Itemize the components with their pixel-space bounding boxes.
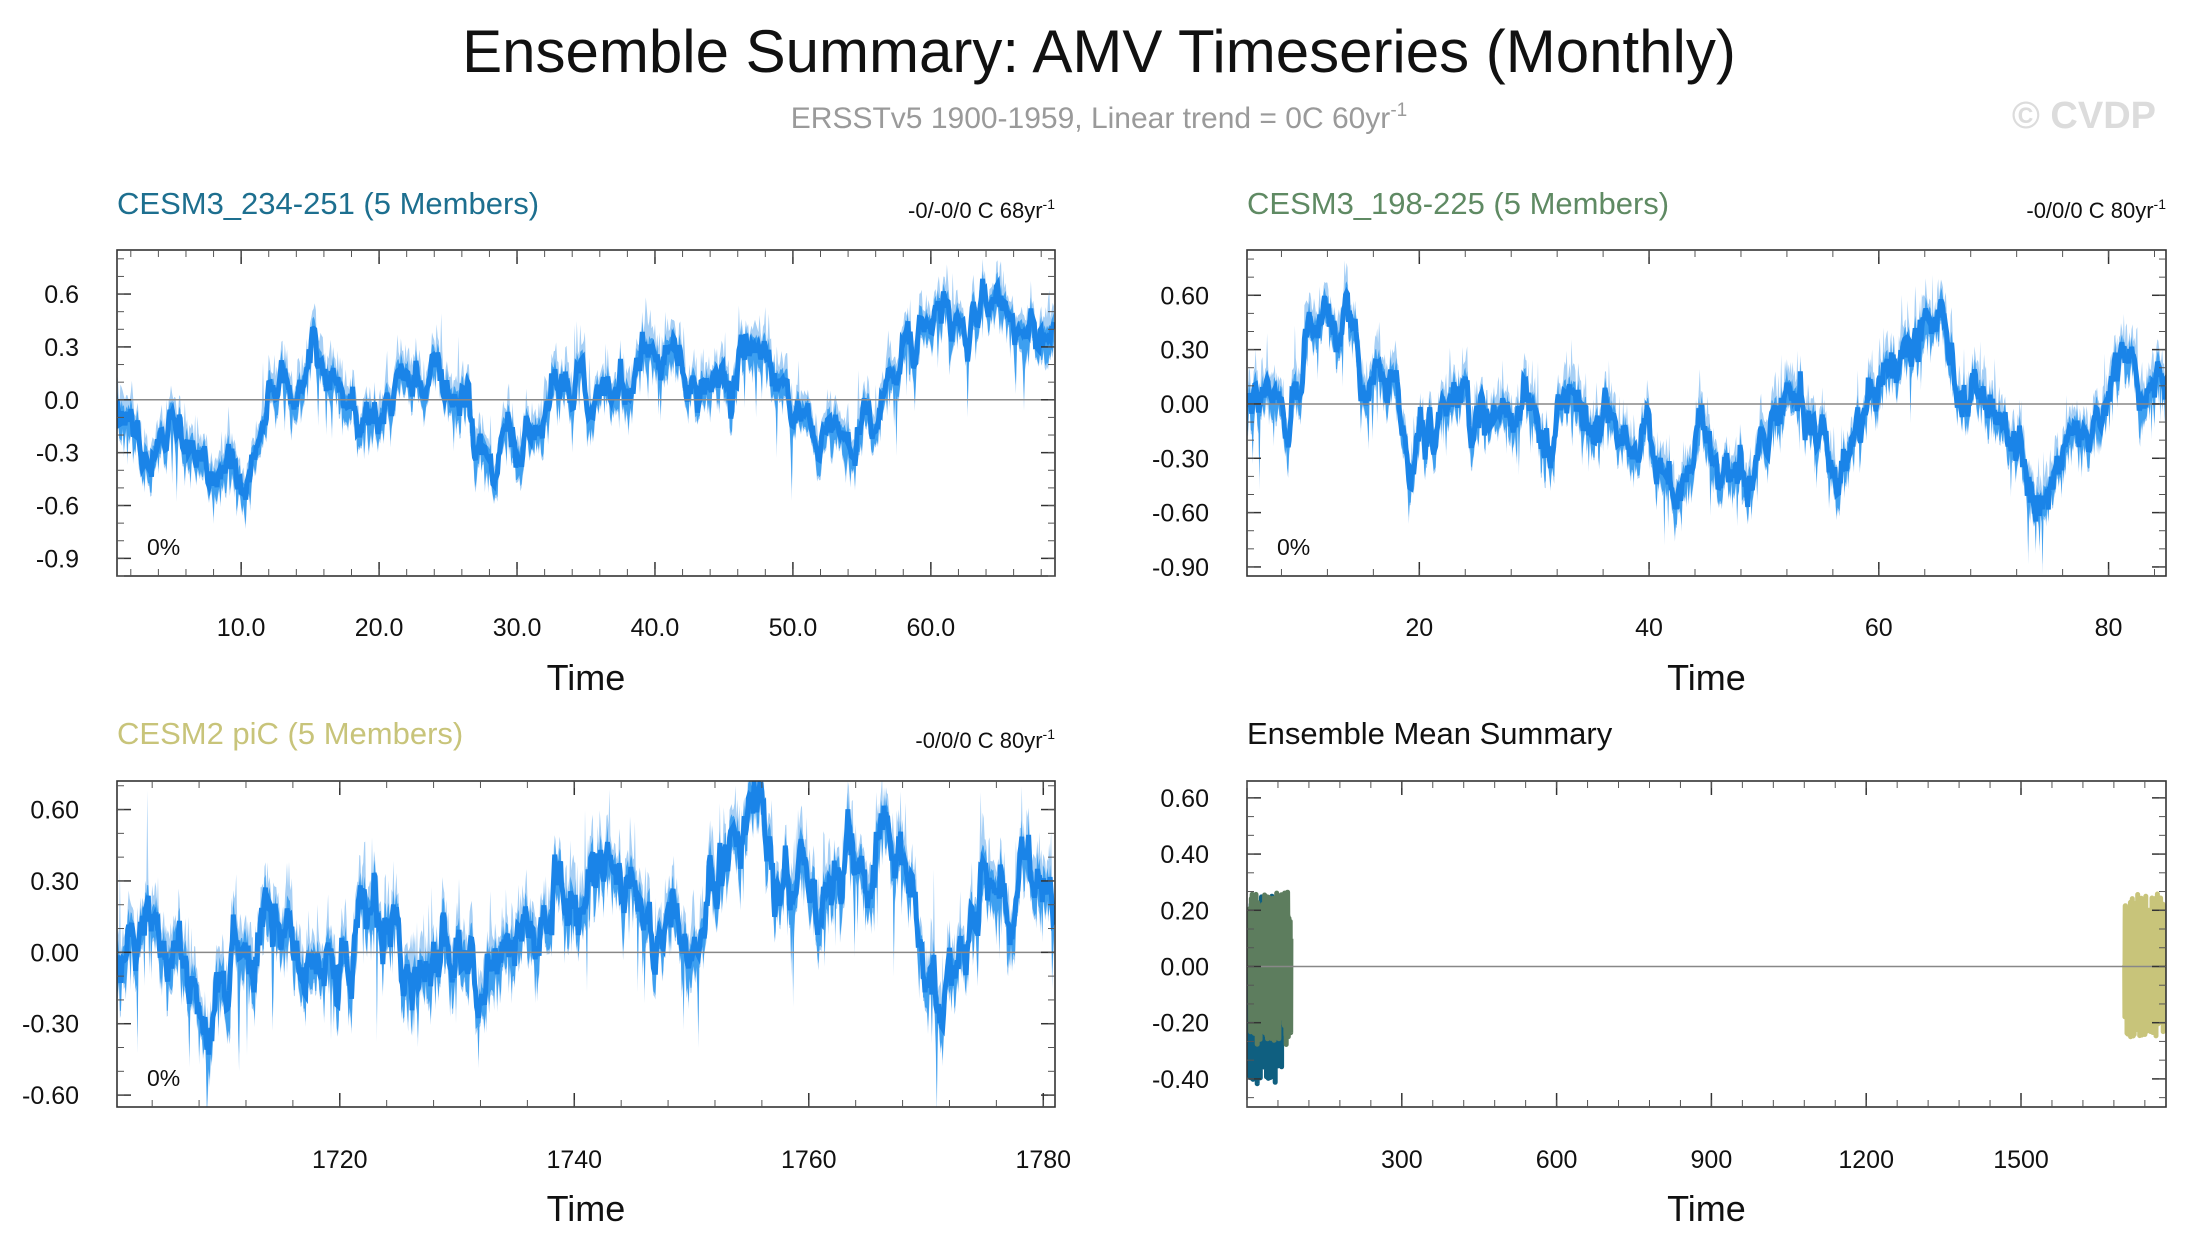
ytick-label: 0.40 (1160, 841, 1209, 869)
ytick-label: 0.0 (44, 387, 79, 415)
xtick-label: 60 (1865, 614, 1893, 642)
xtick-label: 40.0 (631, 614, 680, 642)
ytick-label: 0.00 (1160, 953, 1209, 981)
panel-p1: CESM3_234-251 (5 Members) -0/-0/0 C 68yr-… (36, 186, 1056, 698)
ytick-label: 0.6 (44, 281, 79, 309)
xtick-label: 10.0 (217, 614, 266, 642)
plot-area (1247, 889, 2166, 1087)
series-ensemble-max (1247, 260, 2165, 575)
xtick-label: 1740 (546, 1146, 602, 1174)
ytick-label: 0.30 (30, 868, 79, 896)
trend-label: -0/0/0 C 80yr-1 (2026, 196, 2166, 223)
summary-series-CESM2-piC (2122, 891, 2166, 1040)
xtick-label: 1200 (1838, 1146, 1894, 1174)
trend-label: -0/-0/0 C 68yr-1 (908, 196, 1055, 223)
xtick-label: 1760 (781, 1146, 837, 1174)
x-axis-label: Time (1667, 657, 1746, 698)
ytick-label: 0.30 (1160, 337, 1209, 365)
ytick-label: -0.20 (1152, 1010, 1209, 1038)
series-ensemble-mean (117, 781, 1055, 1055)
figure-subtitle: ERSSTv5 1900-1959, Linear trend = 0C 60y… (791, 100, 1407, 135)
figure-title: Ensemble Summary: AMV Timeseries (Monthl… (462, 18, 1736, 85)
ytick-label: -0.40 (1152, 1066, 1209, 1094)
watermark: © CVDP (2012, 95, 2156, 137)
xtick-label: 40 (1635, 614, 1663, 642)
plot-frame (1246, 780, 2167, 1108)
ytick-label: 0.00 (30, 939, 79, 967)
percent-annotation: 0% (147, 534, 180, 560)
ytick-label: -0.30 (1152, 445, 1209, 473)
panel-title: Ensemble Mean Summary (1247, 716, 1613, 751)
ytick-label: -0.60 (1152, 500, 1209, 528)
xtick-label: 60.0 (907, 614, 956, 642)
ytick-label: -0.30 (22, 1011, 79, 1039)
xtick-label: 300 (1381, 1146, 1423, 1174)
panel-p3: CESM2 piC (5 Members) -0/0/0 C 80yr-1 0.60… (22, 716, 1071, 1229)
trend-label: -0/0/0 C 80yr-1 (915, 726, 1055, 753)
xtick-label: 900 (1691, 1146, 1733, 1174)
xtick-label: 1720 (312, 1146, 368, 1174)
panel-p4: Ensemble Mean Summary 0.60 0.40 0.20 0.00 -0.… (1152, 716, 2167, 1229)
series-ensemble-max (117, 781, 1054, 1107)
xtick-label: 1500 (1993, 1146, 2049, 1174)
x-axis-label: Time (547, 657, 626, 698)
ytick-label: 0.00 (1160, 391, 1209, 419)
plot-area (117, 781, 1055, 1107)
ytick-label: 0.20 (1160, 897, 1209, 925)
xtick-label: 1780 (1015, 1146, 1071, 1174)
xtick-label: 20 (1405, 614, 1433, 642)
x-axis-label: Time (547, 1188, 626, 1229)
ytick-label: -0.9 (36, 545, 79, 573)
panel-title: CESM2 piC (5 Members) (117, 716, 463, 751)
percent-annotation: 0% (1277, 534, 1310, 560)
x-axis-label: Time (1667, 1188, 1746, 1229)
ytick-label: -0.3 (36, 440, 79, 468)
ytick-label: 0.60 (1160, 282, 1209, 310)
panel-grid: CESM3_234-251 (5 Members) -0/-0/0 C 68yr-… (22, 186, 2167, 1229)
ytick-label: -0.90 (1152, 554, 1209, 582)
xtick-label: 600 (1536, 1146, 1578, 1174)
series-ensemble-mean (1247, 286, 2166, 522)
plot-frame (1246, 249, 2167, 577)
series-ensemble-mean (117, 275, 1055, 501)
xtick-label: 50.0 (769, 614, 818, 642)
ytick-label: 0.3 (44, 334, 79, 362)
percent-annotation: 0% (147, 1065, 180, 1091)
plot-frame (116, 249, 1056, 577)
xtick-label: 20.0 (355, 614, 404, 642)
ytick-label: -0.6 (36, 493, 79, 521)
ytick-label: 0.60 (30, 797, 79, 825)
summary-series-CESM3_198-225 (1247, 889, 1294, 1047)
xtick-label: 30.0 (493, 614, 542, 642)
plot-area (117, 258, 1055, 529)
plot-frame (116, 780, 1056, 1108)
ytick-label: -0.60 (22, 1082, 79, 1110)
ytick-label: 0.60 (1160, 785, 1209, 813)
panel-p2: CESM3_198-225 (5 Members) -0/0/0 C 80yr-1… (1152, 186, 2167, 698)
panel-title: CESM3_234-251 (5 Members) (117, 186, 539, 221)
panel-title: CESM3_198-225 (5 Members) (1247, 186, 1669, 221)
xtick-label: 80 (2095, 614, 2123, 642)
plot-area (1247, 260, 2166, 575)
